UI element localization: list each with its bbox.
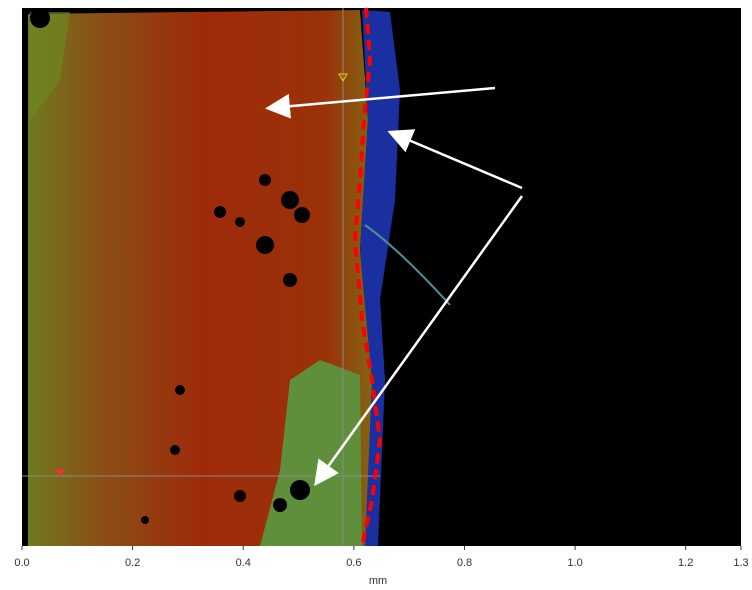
x-tick-label: 0.6 [346, 557, 361, 569]
arrow [265, 86, 496, 119]
x-tick-label: 0.8 [457, 557, 472, 569]
annotation: microfilaments [540, 201, 655, 222]
x-axis-label: mm [369, 575, 387, 587]
annotation: Mortar [502, 76, 555, 97]
arrow [387, 129, 523, 190]
interface-line [352, 7, 383, 547]
marker [55, 469, 65, 477]
x-tick-label: 1.3 [733, 557, 748, 569]
marker [338, 73, 348, 83]
x-tick-label: 0.2 [125, 557, 140, 569]
x-tick-label: 1.0 [567, 557, 582, 569]
filament [364, 224, 451, 306]
annotation: Remaining [556, 171, 640, 192]
x-tick-label: 0.0 [14, 557, 29, 569]
x-tick-label: 0.4 [236, 557, 251, 569]
green-area [30, 12, 70, 120]
voids [30, 8, 310, 524]
arrow [314, 195, 524, 487]
green-patch [260, 360, 362, 546]
x-tick-label: 1.2 [678, 557, 693, 569]
